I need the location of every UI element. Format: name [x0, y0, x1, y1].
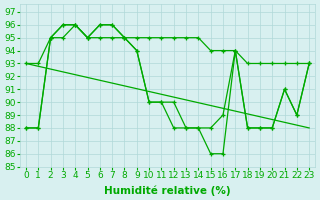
X-axis label: Humidité relative (%): Humidité relative (%): [104, 185, 231, 196]
